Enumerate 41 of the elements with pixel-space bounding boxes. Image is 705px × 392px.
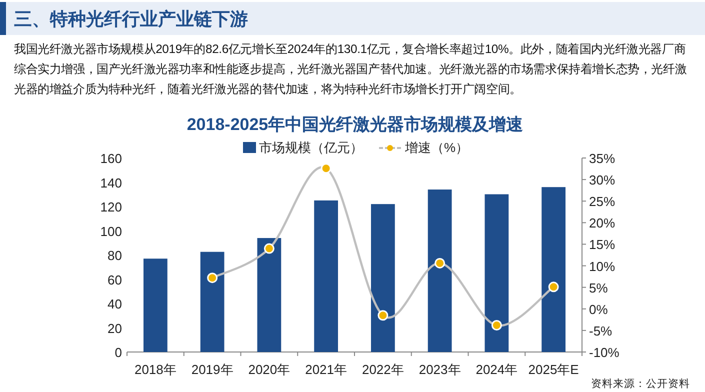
y-tick-label: 80 — [108, 248, 122, 263]
y-tick-label: 140 — [100, 175, 122, 190]
y-tick-label: 40 — [108, 296, 122, 312]
bar — [484, 194, 509, 352]
legend-label: 增速（%） — [404, 140, 469, 155]
x-tick-label: 2019年 — [191, 362, 234, 377]
y2-tick-label: 10% — [589, 258, 616, 274]
x-tick-label: 2020年 — [248, 362, 290, 377]
y-tick-label: 60 — [108, 272, 122, 288]
x-tick-label: 2021年 — [305, 362, 348, 377]
y2-tick-label: 25% — [589, 194, 616, 210]
text: 我国光纤激光器市场规模从2019年的82.6亿元增长至2024年的130.1亿元，复合增长率超过10%。此外，随着国内光纤激光器厂商综合实力增强，国产光纤激光器功率和性能逐步提高，光纤激光器国产替代加速。光纤激光器的市场需求保持着增长态势，光纤激光器的增益介质为特种光纤，随着光纤激光器的替代加速，将为特种光纤市场增长打开广阔空间。 — [14, 41, 688, 98]
y2-tick-label: 35% — [589, 151, 616, 166]
bar — [542, 187, 566, 352]
bar — [143, 258, 168, 352]
x-tick-label: 2025年E — [528, 362, 580, 377]
y2-tick-label: 0% — [589, 302, 608, 317]
header: 三、特种光纤行业产业链下游 — [14, 9, 248, 29]
legend-label: 市场规模（亿元） — [259, 140, 363, 155]
x-tick-label: 2018年 — [134, 362, 176, 377]
bar — [257, 238, 282, 352]
y-tick-label: 0 — [114, 345, 122, 360]
bar — [370, 204, 395, 352]
chart-title: 2018-2025年中国光纤激光器市场规模及增速 — [186, 115, 524, 134]
y2-tick-label: 20% — [589, 216, 616, 231]
y-tick-label: 120 — [100, 200, 122, 214]
x-tick-label: 2024年 — [476, 362, 518, 377]
y-tick-label: 20 — [108, 320, 122, 336]
y-tick-label: 100 — [100, 224, 122, 239]
y2-tick-label: 30% — [589, 172, 616, 188]
y2-tick-label: 15% — [589, 237, 616, 252]
bar — [314, 200, 338, 352]
y-tick-label: 160 — [100, 151, 122, 166]
y2-tick-label: 5% — [589, 280, 608, 296]
x-tick-label: 2023年 — [418, 362, 461, 377]
y2-tick-label: -5% — [589, 323, 613, 338]
text: 资料来源：公开资料 — [591, 377, 690, 390]
x-tick-label: 2022年 — [362, 362, 404, 377]
bar — [200, 252, 224, 352]
bar — [428, 190, 452, 352]
y2-tick-label: -10% — [589, 345, 620, 360]
